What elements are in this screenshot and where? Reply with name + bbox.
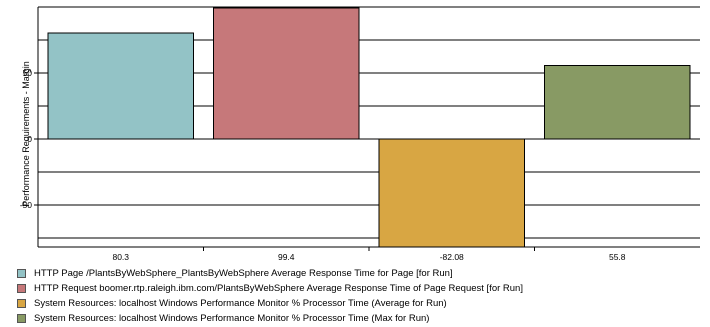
legend-item: System Resources: localhost Windows Perf… (17, 311, 523, 326)
bar (212, 7, 360, 140)
x-tick-label: 99.4 (278, 252, 295, 262)
legend-item: HTTP Request boomer.rtp.raleigh.ibm.com/… (17, 281, 523, 296)
legend-swatch (17, 269, 26, 278)
bar (543, 64, 691, 140)
legend-swatch (17, 299, 26, 308)
legend: HTTP Page /PlantsByWebSphere_PlantsByWeb… (17, 266, 523, 326)
y-tick-label: -50 (20, 200, 33, 210)
bars (47, 7, 691, 248)
legend-item: System Resources: localhost Windows Perf… (17, 296, 523, 311)
axes: 80.3 99.4 -82.08 55.8 -50 0 50 (20, 7, 700, 262)
y-axis-label: Performance Requirements - Margin (21, 61, 31, 207)
legend-item: HTTP Page /PlantsByWebSphere_PlantsByWeb… (17, 266, 523, 281)
x-tick-label: -82.08 (440, 252, 464, 262)
y-tick-label: 50 (23, 68, 33, 78)
legend-label: HTTP Request boomer.rtp.raleigh.ibm.com/… (34, 283, 523, 294)
bar (378, 138, 526, 248)
x-tick-label: 55.8 (609, 252, 626, 262)
legend-label: System Resources: localhost Windows Perf… (34, 298, 447, 309)
legend-label: System Resources: localhost Windows Perf… (34, 313, 430, 324)
legend-label: HTTP Page /PlantsByWebSphere_PlantsByWeb… (34, 268, 453, 279)
legend-swatch (17, 284, 26, 293)
y-tick-label: 0 (27, 134, 32, 144)
x-tick-label: 80.3 (112, 252, 129, 262)
bar (47, 32, 195, 140)
